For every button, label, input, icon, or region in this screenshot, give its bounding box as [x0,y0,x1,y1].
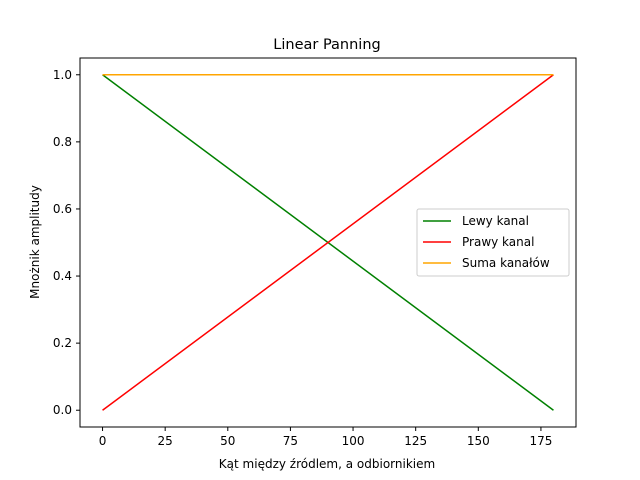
y-tick-label: 1.0 [53,68,72,82]
y-tick-label: 0.0 [53,403,72,417]
x-axis-ticks: 0 25 50 75 100 125 150 175 [99,427,552,448]
y-tick-label: 0.6 [53,202,72,216]
plot-frame [79,57,577,428]
x-tick-label: 25 [158,434,173,448]
x-tick-label: 175 [529,434,552,448]
y-tick-label: 0.2 [53,336,72,350]
legend-label-1: Lewy kanal [462,214,529,228]
legend-label-3: Suma kanałów [462,256,550,270]
y-axis-label: Mnożnik amplitudy [28,185,42,299]
series-line-2 [102,74,554,411]
x-tick-label: 75 [283,434,298,448]
x-tick-label: 125 [404,434,427,448]
legend: Lewy kanal Prawy kanal Suma kanałów [416,208,570,277]
legend-box [416,208,570,277]
x-tick-label: 0 [99,434,107,448]
series-layer [102,74,554,411]
x-tick-label: 50 [220,434,235,448]
y-axis-ticks: 0.0 0.2 0.4 0.6 0.8 1.0 [53,68,80,417]
y-tick-label: 0.4 [53,269,72,283]
y-tick-label: 0.8 [53,135,72,149]
chart-title: Linear Panning [273,37,380,53]
legend-label-2: Prawy kanal [462,235,534,249]
x-tick-label: 100 [342,434,365,448]
x-axis-label: Kąt między źródlem, a odbiornikiem [219,457,435,471]
x-tick-label: 150 [467,434,490,448]
